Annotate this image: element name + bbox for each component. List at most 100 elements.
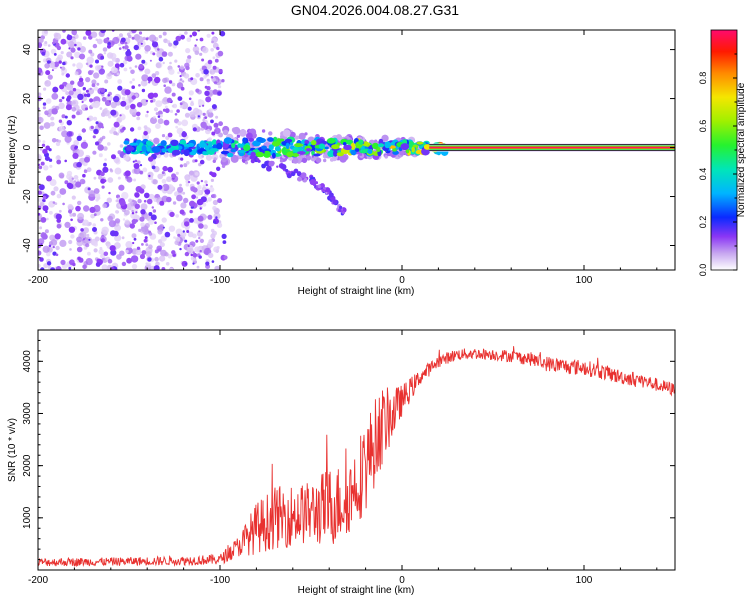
- noise-speckle: [113, 95, 120, 103]
- noise-blob: [60, 259, 66, 265]
- noise-speckle: [111, 154, 116, 160]
- branch-blob: [291, 171, 296, 177]
- noise-blob: [103, 109, 111, 117]
- tone-blob: [243, 144, 251, 152]
- tone-blob: [268, 144, 274, 151]
- noise-speckle: [173, 40, 179, 46]
- noise-blob: [117, 150, 122, 155]
- noise-speckle: [102, 166, 109, 173]
- noise-blob: [121, 261, 127, 267]
- noise-blob: [141, 243, 144, 246]
- noise-blob: [38, 154, 43, 162]
- tone-blob: [239, 143, 245, 148]
- halo-blob: [222, 129, 229, 136]
- noise-blob: [77, 200, 82, 206]
- tone-blob: [227, 152, 234, 158]
- tone-blob: [160, 140, 167, 147]
- noise-blob: [107, 177, 114, 183]
- noise-speckle: [185, 65, 190, 71]
- noise-blob: [163, 119, 170, 126]
- noise-speckle: [179, 102, 183, 106]
- noise-blob: [137, 198, 142, 204]
- noise-speckle: [62, 61, 66, 66]
- noise-blob: [190, 256, 196, 261]
- tone-blob: [220, 150, 230, 155]
- noise-speckle: [82, 264, 87, 270]
- noise-blob: [136, 160, 141, 165]
- noise-speckle: [133, 163, 140, 169]
- noise-speckle: [89, 98, 94, 103]
- noise-blob: [213, 246, 220, 253]
- noise-blob: [212, 199, 218, 206]
- noise-speckle: [42, 148, 48, 155]
- noise-speckle: [196, 198, 204, 206]
- noise-blob: [60, 51, 64, 55]
- noise-blob: [143, 214, 149, 220]
- noise-blob: [174, 113, 178, 116]
- halo-blob: [294, 135, 299, 140]
- noise-blob: [184, 31, 188, 35]
- noise-blob: [71, 195, 76, 200]
- noise-blob: [72, 212, 77, 217]
- noise-speckle: [52, 251, 57, 256]
- noise-blob: [136, 35, 144, 44]
- noise-speckle: [126, 257, 132, 264]
- tone-blob: [421, 148, 430, 156]
- spectrogram-xtick-label: 0: [399, 275, 405, 286]
- noise-speckle: [129, 223, 135, 229]
- snr-xtick-label: 100: [576, 575, 593, 586]
- noise-blob: [131, 199, 135, 202]
- noise-speckle: [195, 88, 200, 93]
- colorbar: 0.0 0.2 0.4 0.6 0.8 Normalized spectral ampl…: [698, 29, 747, 276]
- noise-speckle: [147, 92, 155, 100]
- noise-speckle: [190, 77, 194, 81]
- tone-blob: [248, 137, 254, 142]
- noise-speckle: [58, 119, 63, 123]
- noise-blob: [160, 235, 167, 242]
- noise-speckle: [71, 114, 76, 119]
- noise-blob: [165, 262, 170, 266]
- noise-speckle: [67, 183, 74, 190]
- noise-blob: [176, 194, 183, 202]
- tone-blob: [209, 148, 219, 152]
- noise-blob: [185, 182, 190, 187]
- noise-blob: [202, 184, 206, 188]
- noise-speckle: [180, 86, 185, 91]
- noise-blob: [205, 128, 211, 135]
- noise-blob: [205, 154, 213, 161]
- noise-speckle: [107, 41, 111, 46]
- noise-speckle: [158, 56, 164, 62]
- noise-blob: [186, 161, 190, 165]
- noise-speckle: [140, 42, 143, 45]
- noise-speckle: [145, 37, 149, 41]
- noise-blob: [69, 213, 73, 217]
- noise-blob: [193, 217, 200, 224]
- noise-speckle: [56, 223, 62, 229]
- noise-blob: [107, 215, 113, 222]
- noise-blob: [93, 242, 98, 247]
- noise-speckle: [100, 55, 105, 60]
- noise-speckle: [70, 47, 76, 53]
- snr-ytick-label: 3000: [22, 402, 33, 425]
- noise-blob: [154, 256, 159, 262]
- halo-blob: [384, 155, 389, 159]
- tone-blob: [237, 150, 247, 153]
- halo-blob: [218, 132, 224, 138]
- noise-blob: [163, 84, 166, 87]
- noise-speckle: [81, 100, 84, 104]
- noise-blob: [122, 218, 126, 221]
- noise-speckle: [84, 156, 90, 163]
- noise-speckle: [100, 87, 106, 93]
- noise-blob: [67, 203, 74, 210]
- tone-blob: [242, 137, 247, 144]
- noise-blob: [183, 163, 188, 168]
- noise-speckle: [55, 213, 62, 220]
- noise-speckle: [124, 41, 128, 45]
- noise-blob: [102, 203, 107, 209]
- noise-blob: [103, 251, 109, 257]
- noise-blob: [46, 251, 51, 257]
- noise-speckle: [38, 165, 43, 170]
- noise-speckle: [207, 214, 213, 220]
- noise-blob: [93, 116, 98, 121]
